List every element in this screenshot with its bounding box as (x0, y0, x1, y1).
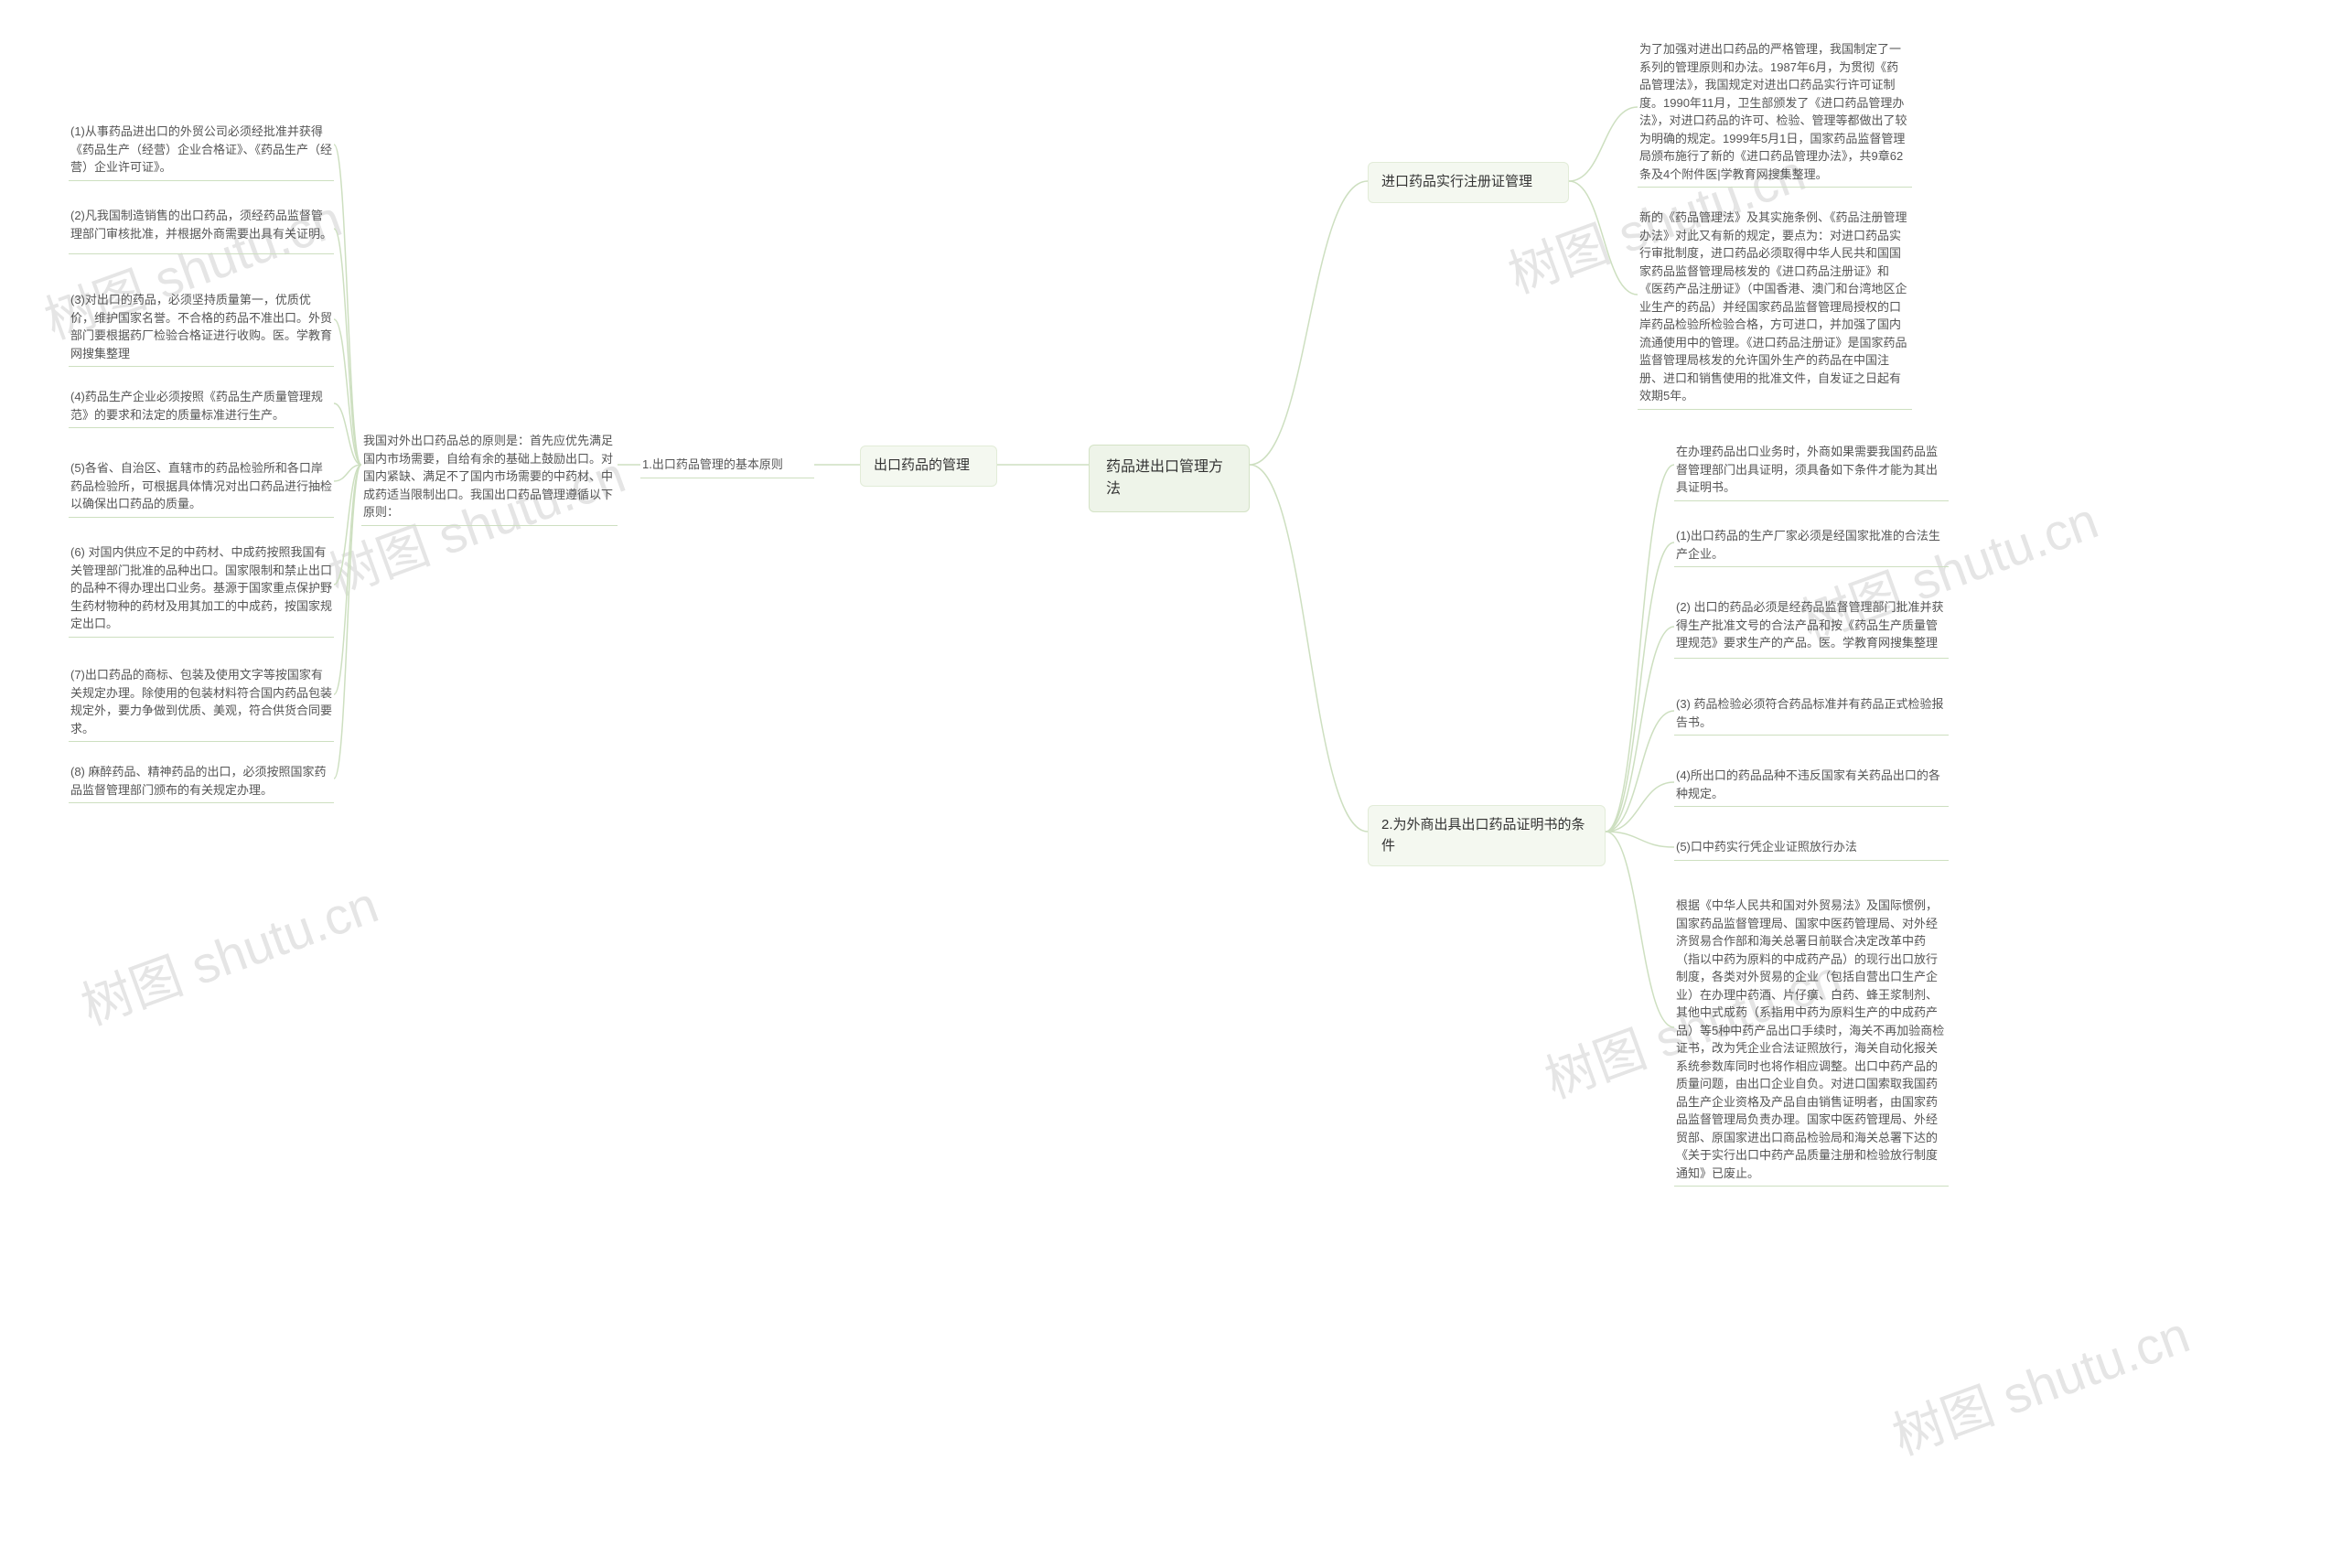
mindmap-node-principle[interactable]: 1.出口药品管理的基本原则 (640, 452, 814, 478)
mindmap-node-c1[interactable]: (1)出口药品的生产厂家必须是经国家批准的合法生产企业。 (1674, 523, 1949, 567)
mindmap-node-export-mgmt[interactable]: 出口药品的管理 (860, 446, 997, 487)
edge-cert-cond-c1 (1606, 542, 1674, 832)
edge-cert-cond-c2 (1606, 627, 1674, 832)
mindmap-node-ir2[interactable]: 新的《药品管理法》及其实施条例、《药品注册管理办法》对此又有新的规定，要点为：对… (1638, 205, 1912, 410)
mindmap-node-p6[interactable]: (6) 对国内供应不足的中药材、中成药按照我国有关管理部门批准的品种出口。国家限… (69, 540, 334, 638)
mindmap-node-c2[interactable]: (2) 出口的药品必须是经药品监督管理部门批准并获得生产批准文号的合法产品和按《… (1674, 595, 1949, 659)
edge-import-reg-ir1 (1569, 107, 1638, 181)
edge-cert-cond-c3 (1606, 711, 1674, 832)
mindmap-node-principle-intro[interactable]: 我国对外出口药品总的原则是：首先应优先满足国内市场需要，自给有余的基础上鼓励出口… (361, 428, 618, 526)
edge-principle-intro-p8 (334, 465, 361, 779)
edge-principle-intro-p4 (334, 403, 361, 465)
mindmap-node-ir1[interactable]: 为了加强对进出口药品的严格管理，我国制定了一系列的管理原则和办法。1987年6月… (1638, 37, 1912, 188)
mindmap-node-c0[interactable]: 在办理药品出口业务时，外商如果需要我国药品监督管理部门出具证明，须具备如下条件才… (1674, 439, 1949, 501)
mindmap-node-p3[interactable]: (3)对出口的药品，必须坚持质量第一，优质优价，维护国家名誉。不合格的药品不准出… (69, 287, 334, 367)
mindmap-node-p4[interactable]: (4)药品生产企业必须按照《药品生产质量管理规范》的要求和法定的质量标准进行生产… (69, 384, 334, 428)
mindmap-node-c5[interactable]: (5)口中药实行凭企业证照放行办法 (1674, 834, 1949, 861)
edge-principle-intro-p6 (334, 465, 361, 585)
edge-cert-cond-c5 (1606, 832, 1674, 847)
mindmap-node-p1[interactable]: (1)从事药品进出口的外贸公司必须经批准并获得《药品生产（经营）企业合格证》、《… (69, 119, 334, 181)
edge-principle-intro-p7 (334, 465, 361, 694)
edge-cert-cond-c6 (1606, 832, 1674, 1027)
edge-principle-intro-p5 (334, 465, 361, 481)
mindmap-node-cert-cond[interactable]: 2.为外商出具出口药品证明书的条件 (1368, 805, 1606, 866)
edge-principle-intro-p1 (334, 145, 361, 465)
mindmap-node-c3[interactable]: (3) 药品检验必须符合药品标准并有药品正式检验报告书。 (1674, 692, 1949, 736)
edge-cert-cond-c0 (1606, 465, 1674, 832)
mindmap-node-c6[interactable]: 根据《中华人民共和国对外贸易法》及国际惯例，国家药品监督管理局、国家中医药管理局… (1674, 893, 1949, 1187)
edge-principle-intro-p2 (334, 229, 361, 465)
mindmap-node-p2[interactable]: (2)凡我国制造销售的出口药品，须经药品监督管理部门审核批准，并根据外商需要出具… (69, 203, 334, 254)
mindmap-node-import-reg[interactable]: 进口药品实行注册证管理 (1368, 162, 1569, 203)
mindmap-node-p5[interactable]: (5)各省、自治区、直辖市的药品检验所和各口岸药品检验所，可根据具体情况对出口药… (69, 456, 334, 518)
edge-root-cert-cond (1250, 465, 1368, 832)
mindmap-node-p8[interactable]: (8) 麻醉药品、精神药品的出口，必须按照国家药品监督管理部门颁布的有关规定办理… (69, 759, 334, 803)
edge-cert-cond-c4 (1606, 782, 1674, 832)
mindmap-node-root[interactable]: 药品进出口管理方法 (1089, 445, 1250, 512)
mindmap-node-c4[interactable]: (4)所出口的药品品种不违反国家有关药品出口的各种规定。 (1674, 763, 1949, 807)
edge-principle-intro-p3 (334, 319, 361, 465)
mindmap-node-p7[interactable]: (7)出口药品的商标、包装及使用文字等按国家有关规定办理。除使用的包装材料符合国… (69, 662, 334, 742)
watermark: 树图 shutu.cn (1881, 1294, 2198, 1469)
connector-layer (0, 0, 2342, 1568)
watermark: 树图 shutu.cn (70, 864, 387, 1039)
edge-import-reg-ir2 (1569, 181, 1638, 295)
edge-root-import-reg (1250, 181, 1368, 465)
